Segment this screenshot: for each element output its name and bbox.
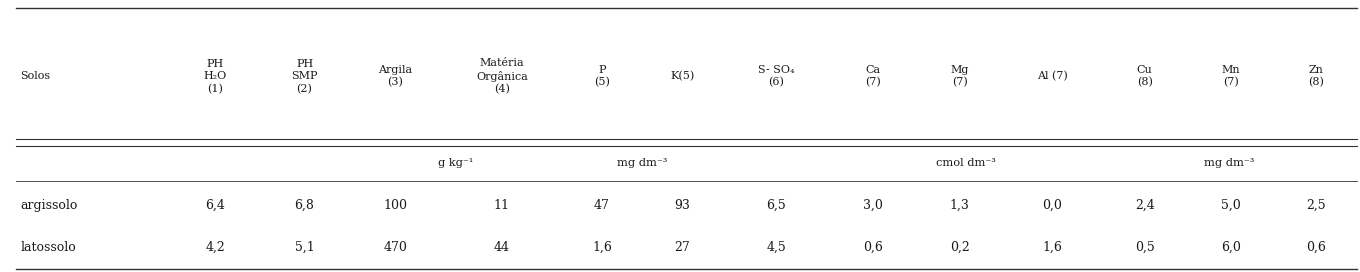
Text: 4,2: 4,2 xyxy=(205,241,224,254)
Text: cmol⁣ dm⁻³: cmol⁣ dm⁻³ xyxy=(936,158,996,168)
Text: 3,0: 3,0 xyxy=(864,199,883,212)
Text: 0,0: 0,0 xyxy=(1042,199,1062,212)
Text: Argila
(3): Argila (3) xyxy=(378,65,412,88)
Text: Mn
(7): Mn (7) xyxy=(1221,65,1240,88)
Text: Al (7): Al (7) xyxy=(1036,71,1068,81)
Text: Cu
(8): Cu (8) xyxy=(1137,65,1152,88)
Text: 6,4: 6,4 xyxy=(205,199,226,212)
Text: 0,6: 0,6 xyxy=(1306,241,1326,254)
Text: 2,4: 2,4 xyxy=(1134,199,1155,212)
Text: argissolo: argissolo xyxy=(20,199,78,212)
Text: latossolo: latossolo xyxy=(20,241,76,254)
Text: 47: 47 xyxy=(594,199,611,212)
Text: 0,5: 0,5 xyxy=(1134,241,1155,254)
Text: P
(5): P (5) xyxy=(594,65,611,88)
Text: K(5): K(5) xyxy=(670,71,695,81)
Text: PH
H₂O
(1): PH H₂O (1) xyxy=(204,58,227,94)
Text: 100: 100 xyxy=(384,199,408,212)
Text: Ca
(7): Ca (7) xyxy=(865,65,881,88)
Text: Mg
(7): Mg (7) xyxy=(951,65,968,88)
Text: 1,6: 1,6 xyxy=(592,241,612,254)
Text: PH
SMP
(2): PH SMP (2) xyxy=(291,58,318,94)
Text: mg dm⁻³: mg dm⁻³ xyxy=(617,158,668,168)
Text: 27: 27 xyxy=(675,241,690,254)
Text: 1,3: 1,3 xyxy=(949,199,970,212)
Text: Matéria
Orgânica
(4): Matéria Orgânica (4) xyxy=(476,58,528,94)
Text: Zn
(8): Zn (8) xyxy=(1308,65,1323,88)
Text: 4,5: 4,5 xyxy=(766,241,786,254)
Text: 470: 470 xyxy=(384,241,408,254)
Text: Solos: Solos xyxy=(20,71,50,81)
Text: 6,5: 6,5 xyxy=(766,199,786,212)
Text: 0,2: 0,2 xyxy=(949,241,970,254)
Text: 2,5: 2,5 xyxy=(1306,199,1326,212)
Text: 1,6: 1,6 xyxy=(1042,241,1062,254)
Text: 44: 44 xyxy=(494,241,510,254)
Text: mg dm⁻³: mg dm⁻³ xyxy=(1204,158,1254,168)
Text: 93: 93 xyxy=(675,199,690,212)
Text: 6,0: 6,0 xyxy=(1221,241,1240,254)
Text: 5,1: 5,1 xyxy=(295,241,314,254)
Text: g kg⁻¹: g kg⁻¹ xyxy=(438,158,473,168)
Text: S- SO₄
(6): S- SO₄ (6) xyxy=(758,65,794,88)
Text: 0,6: 0,6 xyxy=(864,241,883,254)
Text: 6,8: 6,8 xyxy=(295,199,314,212)
Text: 11: 11 xyxy=(494,199,510,212)
Text: 5,0: 5,0 xyxy=(1221,199,1240,212)
